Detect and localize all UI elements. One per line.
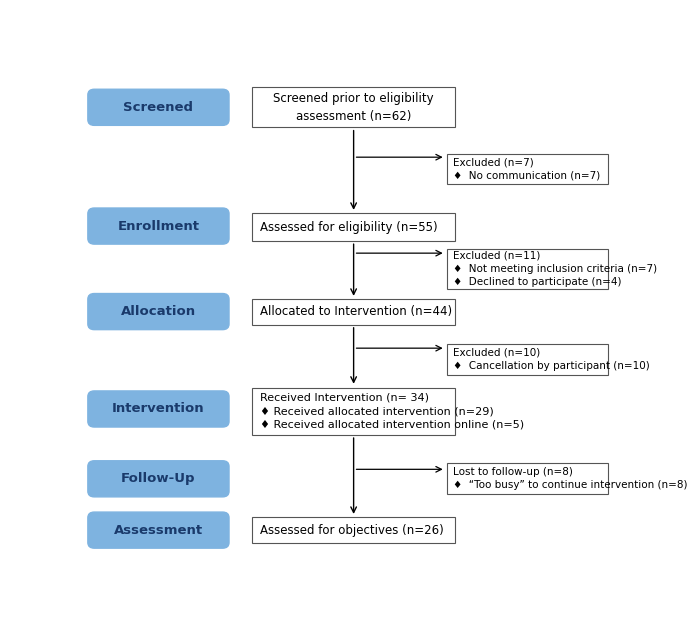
FancyBboxPatch shape [252, 387, 455, 435]
Text: Enrollment: Enrollment [117, 220, 199, 233]
FancyBboxPatch shape [447, 463, 608, 494]
Text: Screened prior to eligibility
assessment (n=62): Screened prior to eligibility assessment… [273, 92, 434, 123]
FancyBboxPatch shape [252, 213, 455, 241]
FancyBboxPatch shape [88, 89, 229, 125]
FancyBboxPatch shape [88, 294, 229, 329]
Text: Intervention: Intervention [112, 402, 205, 415]
Text: Received Intervention (n= 34)
♦ Received allocated intervention (n=29)
♦ Receive: Received Intervention (n= 34) ♦ Received… [260, 393, 524, 430]
Text: Assessed for eligibility (n=55): Assessed for eligibility (n=55) [260, 220, 437, 233]
Text: Follow-Up: Follow-Up [121, 473, 196, 486]
Text: Assessment: Assessment [114, 524, 203, 537]
FancyBboxPatch shape [88, 461, 229, 497]
FancyBboxPatch shape [252, 87, 455, 128]
FancyBboxPatch shape [447, 249, 608, 289]
FancyBboxPatch shape [88, 391, 229, 427]
Text: Lost to follow-up (n=8)
♦  “Too busy” to continue intervention (n=8): Lost to follow-up (n=8) ♦ “Too busy” to … [453, 467, 687, 491]
Text: Allocated to Intervention (n=44): Allocated to Intervention (n=44) [260, 305, 452, 318]
Text: Excluded (n=11)
♦  Not meeting inclusion criteria (n=7)
♦  Declined to participa: Excluded (n=11) ♦ Not meeting inclusion … [453, 251, 657, 287]
FancyBboxPatch shape [252, 517, 455, 543]
Text: Excluded (n=10)
♦  Cancellation by participant (n=10): Excluded (n=10) ♦ Cancellation by partic… [453, 347, 649, 371]
FancyBboxPatch shape [252, 299, 455, 325]
Text: Allocation: Allocation [121, 305, 196, 318]
FancyBboxPatch shape [447, 154, 608, 184]
FancyBboxPatch shape [88, 208, 229, 244]
FancyBboxPatch shape [88, 512, 229, 548]
Text: Screened: Screened [124, 101, 193, 114]
FancyBboxPatch shape [447, 344, 608, 375]
Text: Assessed for objectives (n=26): Assessed for objectives (n=26) [260, 524, 444, 537]
Text: Excluded (n=7)
♦  No communication (n=7): Excluded (n=7) ♦ No communication (n=7) [453, 157, 600, 181]
